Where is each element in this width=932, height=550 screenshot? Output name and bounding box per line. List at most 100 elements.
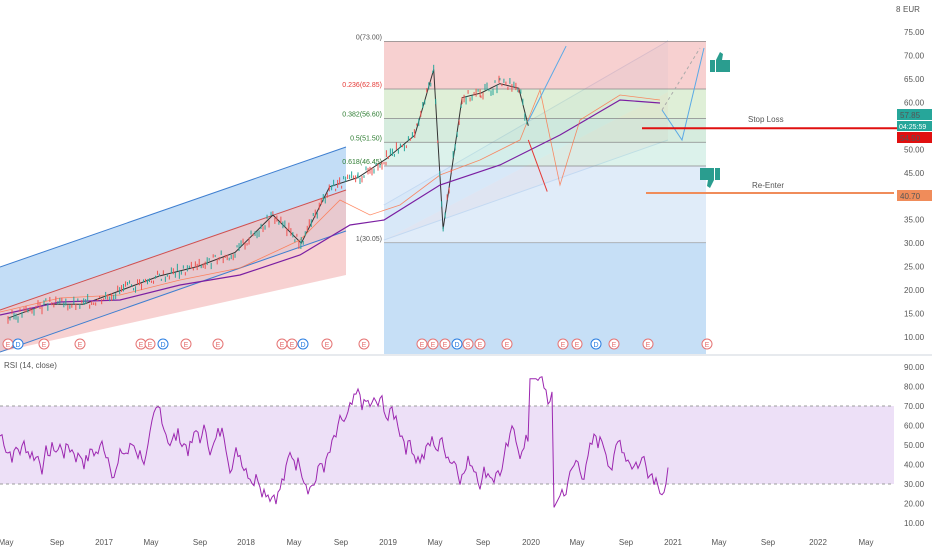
time-tick: 2018 <box>237 538 255 547</box>
projection-up-arrow <box>527 45 567 122</box>
event-marker-letter: D <box>593 342 598 349</box>
price-tick: 70.00 <box>904 51 925 60</box>
event-marker-letter: E <box>705 342 710 349</box>
channel-bottom-line <box>0 230 347 353</box>
event-marker-letter: E <box>148 342 153 349</box>
event-marker[interactable]: D <box>157 338 169 350</box>
event-marker-letter: E <box>478 342 483 349</box>
moving-average-slow <box>0 99 661 316</box>
candles <box>7 64 528 324</box>
rsi-tick: 80.00 <box>904 383 925 392</box>
event-marker[interactable]: D <box>590 338 602 350</box>
price-tick: 15.00 <box>904 310 925 319</box>
fib-lower-zone <box>384 243 706 354</box>
event-marker[interactable]: E <box>439 338 451 350</box>
event-marker-letter: E <box>362 342 367 349</box>
thumbs-down-icon <box>700 168 720 188</box>
event-marker[interactable]: E <box>701 338 713 350</box>
event-marker[interactable]: E <box>474 338 486 350</box>
event-marker[interactable]: D <box>297 338 309 350</box>
time-tick: 2021 <box>664 538 682 547</box>
price-tick: 35.00 <box>904 216 925 225</box>
stop-loss-label: Stop Loss <box>748 115 784 124</box>
event-marker[interactable]: E <box>2 338 14 350</box>
event-marker-letter: E <box>78 342 83 349</box>
event-marker-letter: D <box>15 342 20 349</box>
rsi-band <box>0 406 894 484</box>
event-marker[interactable]: E <box>427 338 439 350</box>
time-tick: 2022 <box>809 538 827 547</box>
price-tick: 20.00 <box>904 286 925 295</box>
rsi-tick: 60.00 <box>904 422 925 431</box>
event-marker-letter: D <box>300 342 305 349</box>
badge-reenter-price: 40.70 <box>900 192 921 201</box>
price-tick: 75.00 <box>904 28 925 37</box>
time-tick: 2020 <box>522 538 540 547</box>
time-tick: May <box>569 538 584 547</box>
fib-retracement[interactable]: 0(73.00) 0.236(62.85) 0.382(56.60) 0.5(51.5… <box>342 34 706 244</box>
time-tick: May <box>0 538 14 547</box>
event-marker[interactable]: E <box>321 338 333 350</box>
event-marker-letter: D <box>454 342 459 349</box>
event-marker-letter: E <box>280 342 285 349</box>
event-marker[interactable]: E <box>276 338 288 350</box>
channel-mid-line <box>0 189 347 311</box>
rsi-tick: 20.00 <box>904 500 925 509</box>
event-marker-letter: E <box>290 342 295 349</box>
event-marker[interactable]: E <box>608 338 620 350</box>
time-tick: Sep <box>761 538 776 547</box>
event-marker[interactable]: D <box>12 338 24 350</box>
event-marker-letter: E <box>42 342 47 349</box>
time-tick: May <box>143 538 158 547</box>
rsi-tick: 30.00 <box>904 480 925 489</box>
event-marker[interactable]: E <box>144 338 156 350</box>
event-marker[interactable]: E <box>286 338 298 350</box>
rsi-title: RSI (14, close) <box>4 361 57 370</box>
event-marker[interactable]: E <box>38 338 50 350</box>
event-marker[interactable]: E <box>642 338 654 350</box>
event-marker[interactable]: S <box>462 338 474 350</box>
re-enter-label: Re-Enter <box>752 181 784 190</box>
thumbs-up-icon <box>710 52 730 72</box>
event-marker[interactable]: E <box>571 338 583 350</box>
rsi-tick: 40.00 <box>904 461 925 470</box>
fib-level-label: 0.382(56.60) <box>342 111 382 118</box>
time-tick: Sep <box>193 538 208 547</box>
currency-label: EUR <box>903 5 920 14</box>
event-marker-letter: E <box>646 342 651 349</box>
projection-bounce <box>661 47 705 142</box>
price-tick: 10.00 <box>904 333 925 342</box>
price-axis[interactable]: 75.0070.0065.0060.0055.0050.0045.0040.00… <box>904 28 925 342</box>
time-axis[interactable]: May Sep 2017 May Sep 2018 May Sep 2019 May Sep 2020… <box>0 538 874 547</box>
event-marker[interactable]: E <box>557 338 569 350</box>
price-tick: 60.00 <box>904 98 925 107</box>
time-tick: 2019 <box>379 538 397 547</box>
fib-level-label: 0.5(51.50) <box>350 135 382 142</box>
price-tick: 30.00 <box>904 239 925 248</box>
rsi-tick: 50.00 <box>904 441 925 450</box>
event-marker-letter: E <box>561 342 566 349</box>
projection-dashed <box>661 47 701 111</box>
event-marker[interactable]: E <box>74 338 86 350</box>
currency-prefix: 8 <box>896 5 901 14</box>
projection-down-arrow <box>527 139 548 192</box>
event-marker[interactable]: E <box>358 338 370 350</box>
event-marker[interactable]: D <box>451 338 463 350</box>
event-marker-letter: E <box>612 342 617 349</box>
event-marker[interactable]: E <box>212 338 224 350</box>
rsi-axis[interactable]: 90.00 80.00 70.00 60.00 50.00 40.00 30.00 20.00… <box>904 363 925 528</box>
price-badges: 57.85 04:25:59 54.50 40.70 <box>897 109 932 201</box>
event-marker[interactable]: E <box>416 338 428 350</box>
time-tick: Sep <box>334 538 349 547</box>
price-tick: 65.00 <box>904 75 925 84</box>
event-marker[interactable]: E <box>501 338 513 350</box>
badge-upper-price: 57.85 <box>900 111 921 120</box>
channel-top-line <box>0 146 347 268</box>
event-marker[interactable]: E <box>180 338 192 350</box>
event-marker-letter: E <box>575 342 580 349</box>
event-marker-letter: E <box>6 342 11 349</box>
rsi-tick: 10.00 <box>904 519 925 528</box>
fib-zone <box>384 41 706 90</box>
